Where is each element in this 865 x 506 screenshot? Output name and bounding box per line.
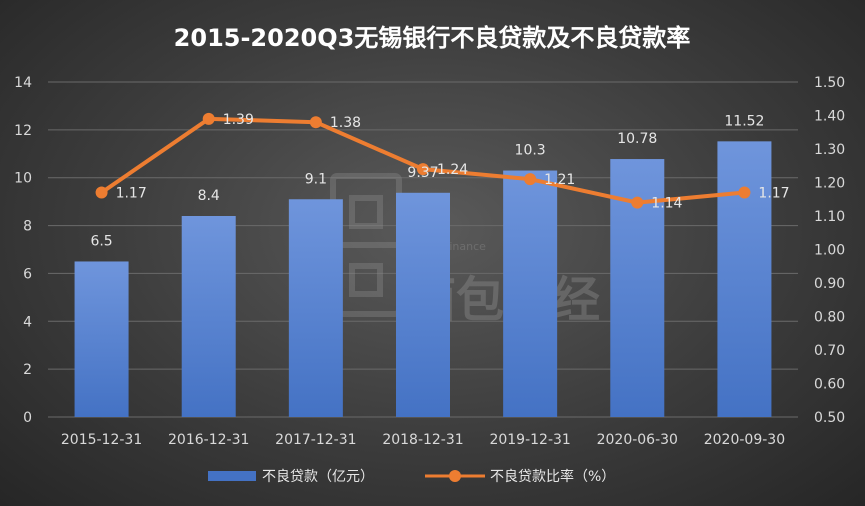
y-right-tick-label: 0.70 [814, 343, 845, 359]
rate-point [309, 116, 322, 129]
y-left-tick-label: 0 [23, 410, 32, 426]
bar [396, 192, 450, 417]
y-left-tick-label: 12 [14, 123, 32, 139]
rate-point [417, 163, 429, 176]
rate-point [202, 112, 215, 125]
y-right-tick-label: 1.20 [814, 176, 845, 192]
y-right-tick-label: 1.00 [814, 243, 845, 259]
bar-value-label: 10.78 [617, 131, 657, 147]
legend-bar-swatch [208, 471, 256, 481]
x-tick-label: 2020-09-30 [704, 432, 785, 448]
rate-value-label: 1.24 [437, 162, 468, 178]
bar-value-label: 11.52 [724, 113, 764, 129]
y-left-tick-label: 6 [23, 266, 32, 282]
bar-value-label: 10.3 [515, 143, 546, 159]
bar-value-label: 9.37 [407, 165, 438, 181]
bar [288, 199, 343, 417]
y-left-tick-label: 8 [23, 219, 32, 235]
rate-value-label: 1.39 [223, 112, 254, 128]
rate-value-label: 1.38 [330, 115, 361, 131]
rate-value-label: 1.17 [116, 186, 147, 202]
bar-value-label: 8.4 [198, 188, 220, 204]
x-axis: 2015-12-31 2016-12-31 2017-12-31 2018-12-31… [61, 432, 785, 448]
chart-title: 2015-2020Q3无锡银行不良贷款及不良贷款率 [174, 24, 691, 52]
x-tick-label: 2016-12-31 [168, 432, 249, 448]
x-tick-label: 2019-12-31 [489, 432, 570, 448]
y-axis-right: 0.50 0.60 0.70 0.80 0.90 1.00 1.10 1.20 1.30 1.40… [814, 75, 845, 426]
bar [503, 170, 558, 417]
bar [181, 216, 236, 417]
y-right-tick-label: 1.10 [814, 209, 845, 225]
y-right-tick-label: 0.80 [814, 310, 845, 326]
y-left-tick-label: 2 [23, 362, 32, 378]
y-right-tick-label: 1.40 [814, 109, 845, 125]
legend-item-line: 不良贷款比率（%） [425, 468, 615, 485]
rate-point [738, 186, 751, 199]
x-tick-label: 2015-12-31 [61, 432, 142, 448]
y-right-tick-label: 1.50 [814, 75, 845, 91]
y-right-tick-label: 0.60 [814, 377, 845, 393]
legend-item-bar: 不良贷款（亿元） [208, 469, 374, 485]
y-left-tick-label: 14 [14, 75, 32, 91]
y-right-tick-label: 0.50 [814, 410, 845, 426]
bar-series [74, 141, 772, 418]
rate-point [631, 196, 644, 209]
legend-bar-label: 不良贷款（亿元） [262, 469, 374, 485]
bar-value-label: 6.5 [90, 233, 112, 249]
y-left-tick-label: 4 [23, 314, 32, 330]
x-tick-label: 2018-12-31 [382, 432, 463, 448]
rate-value-label: 1.17 [758, 186, 789, 202]
legend: 不良贷款（亿元） 不良贷款比率（%） [208, 468, 615, 485]
y-axis-left: 0 2 4 6 8 10 12 14 [14, 75, 32, 426]
y-right-tick-label: 0.90 [814, 276, 845, 292]
data-labels: 6.5 8.4 9.1 9.37 10.3 10.78 11.52 1.17 1.39 1.38 1… [90, 112, 789, 250]
rate-value-label: 1.14 [651, 196, 682, 212]
x-tick-label: 2017-12-31 [275, 432, 356, 448]
y-left-tick-label: 10 [14, 171, 32, 187]
rate-point [524, 173, 537, 186]
rate-value-label: 1.21 [544, 172, 575, 188]
legend-line-label: 不良贷款比率（%） [490, 468, 615, 485]
x-tick-label: 2020-06-30 [597, 432, 678, 448]
bar [74, 261, 129, 417]
watermark-logo: Bread Finance 面包财经 [330, 173, 600, 328]
y-right-tick-label: 1.30 [814, 142, 845, 158]
legend-line-marker [449, 470, 461, 482]
rate-point [95, 186, 108, 199]
bar [717, 141, 772, 418]
bar-value-label: 9.1 [305, 171, 327, 187]
line-series [95, 112, 751, 209]
